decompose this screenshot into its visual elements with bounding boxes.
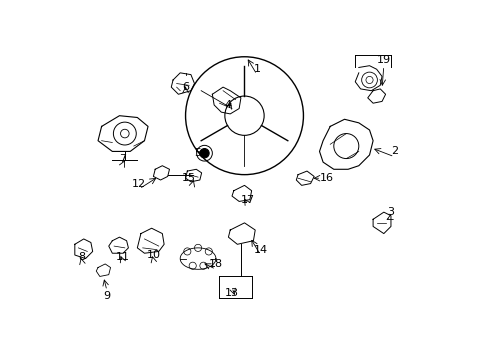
- Text: 4: 4: [224, 100, 231, 110]
- Text: 14: 14: [253, 245, 267, 255]
- Text: 19: 19: [376, 55, 390, 65]
- Circle shape: [200, 149, 209, 158]
- Text: 1: 1: [253, 64, 260, 74]
- Text: 13: 13: [224, 288, 239, 297]
- Text: 3: 3: [386, 207, 394, 217]
- Text: 9: 9: [103, 291, 110, 301]
- Text: 18: 18: [208, 259, 223, 269]
- Text: 11: 11: [116, 252, 130, 262]
- Text: 17: 17: [241, 195, 255, 204]
- Text: 7: 7: [119, 154, 126, 163]
- Text: 6: 6: [182, 82, 189, 92]
- Text: 12: 12: [132, 179, 146, 189]
- Text: 16: 16: [319, 173, 333, 183]
- Text: 15: 15: [182, 173, 196, 183]
- Text: 5: 5: [194, 148, 201, 158]
- Text: 2: 2: [390, 147, 397, 157]
- Text: 10: 10: [146, 250, 160, 260]
- Text: 8: 8: [78, 252, 85, 262]
